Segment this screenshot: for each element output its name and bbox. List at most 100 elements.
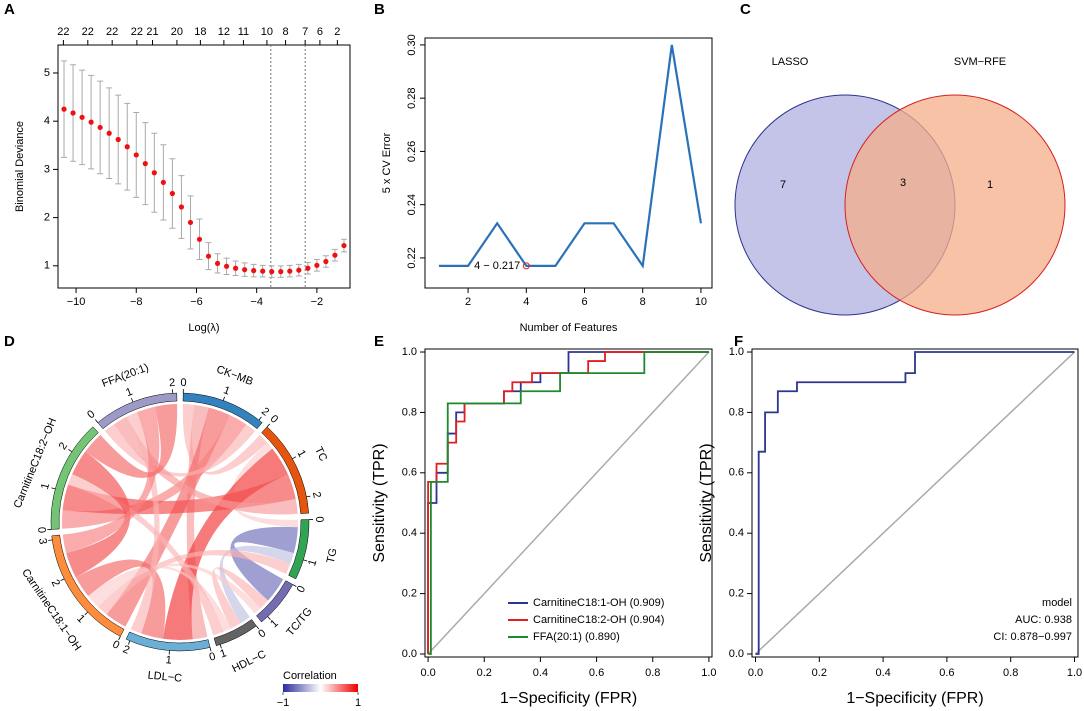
point xyxy=(70,110,76,116)
top-tick-label: 22 xyxy=(82,26,94,38)
roc-curve xyxy=(428,351,709,655)
sector-tick-label: 2 xyxy=(259,405,271,418)
sector-arc xyxy=(256,580,294,623)
annotation: CI: 0.878−0.997 xyxy=(993,631,1072,643)
point xyxy=(223,263,230,269)
sector-tick xyxy=(292,584,297,587)
sector-tick xyxy=(219,644,222,649)
x-tick-label: −4 xyxy=(250,296,263,308)
y-axis-label: Binomial Deviance xyxy=(14,121,26,212)
sector-tick xyxy=(94,419,99,423)
sector-tick xyxy=(306,495,311,498)
x-tick-label: 2 xyxy=(465,296,471,308)
sector-tick-label: 2 xyxy=(169,377,176,389)
sector-tick-label: 3 xyxy=(36,537,49,545)
top-tick-label: 10 xyxy=(261,26,273,38)
panel-label: E xyxy=(374,333,384,350)
point xyxy=(233,265,239,271)
point xyxy=(251,268,257,274)
x-tick-label: 0.4 xyxy=(875,667,890,679)
y-tick-label: 0.0 xyxy=(402,648,417,660)
plot-frame xyxy=(751,348,1079,658)
y-tick-label: 0.2 xyxy=(402,587,417,599)
sector-label: TC/TG xyxy=(284,606,314,639)
sector-tick xyxy=(131,398,134,403)
chord-link xyxy=(162,448,288,640)
point xyxy=(323,258,329,265)
sector-arc xyxy=(261,426,309,514)
legend-label: CarnitineC18:2-OH (0.904) xyxy=(533,614,664,626)
sector-arc xyxy=(97,392,178,430)
x-tick-label: 4 xyxy=(523,296,529,308)
point xyxy=(124,144,130,150)
sector-arc xyxy=(213,619,257,647)
chord-link xyxy=(230,526,298,601)
sector-tick-label: 1 xyxy=(39,482,52,491)
region-count: 1 xyxy=(987,179,993,191)
y-tick-label: 0.22 xyxy=(406,247,418,268)
sector-tick-label: 2 xyxy=(121,643,131,656)
diagonal xyxy=(427,351,710,655)
x-axis-label: 1−Specificity (FPR) xyxy=(846,690,983,707)
region-count: 7 xyxy=(780,179,786,191)
panel-label: A xyxy=(4,1,15,18)
sector-tick-label: 2 xyxy=(310,491,323,499)
chord-link xyxy=(85,404,178,478)
color-bar xyxy=(283,684,358,692)
point xyxy=(260,268,266,274)
point xyxy=(196,236,203,242)
point xyxy=(187,219,194,226)
y-tick-label: 0.4 xyxy=(729,527,744,539)
sector-tick-label: 1 xyxy=(306,558,319,567)
sector-label: TC xyxy=(312,445,329,463)
sector-arc xyxy=(125,631,211,652)
sector-tick xyxy=(256,625,260,630)
sector-label: TG xyxy=(325,547,340,565)
sector-tick-label: 2 xyxy=(57,440,70,452)
chord-link xyxy=(104,424,256,477)
x-tick-label: 10 xyxy=(695,296,707,308)
y-axis-label: Sensitivity (TPR) xyxy=(371,443,388,562)
point xyxy=(151,170,157,176)
sector-tick-label: 0 xyxy=(110,638,121,651)
y-tick-label: 0.24 xyxy=(406,194,418,215)
y-tick-label: 0.6 xyxy=(402,467,417,479)
set-label: LASSO xyxy=(772,56,809,68)
plot-frame xyxy=(57,44,351,289)
point xyxy=(287,268,293,274)
y-axis-label: 5 x CV Error xyxy=(381,132,393,193)
point xyxy=(133,152,139,158)
y-tick-label: 0.0 xyxy=(729,648,744,660)
highlight-point xyxy=(522,262,530,270)
point xyxy=(106,130,112,136)
x-axis-label: Log(λ) xyxy=(188,322,219,334)
region-count: 3 xyxy=(900,177,906,189)
y-tick-label: 2 xyxy=(44,212,50,224)
panel-label: F xyxy=(734,333,743,350)
x-tick-label: 0.8 xyxy=(645,667,660,679)
point xyxy=(97,124,103,131)
y-axis-label: Sensitivity (TPR) xyxy=(698,443,715,562)
sector-tick-label: 1 xyxy=(124,386,134,399)
top-tick-label: 20 xyxy=(171,26,183,38)
y-tick-label: 0.26 xyxy=(406,141,418,162)
sector-tick-label: 1 xyxy=(219,647,229,660)
point xyxy=(341,242,347,249)
point xyxy=(160,179,166,186)
chord-link xyxy=(62,406,160,554)
sector-tick xyxy=(60,578,65,581)
y-tick-label: 1.0 xyxy=(402,346,417,358)
x-tick-label: 8 xyxy=(640,296,646,308)
y-tick-label: 0.28 xyxy=(406,87,418,108)
plot-frame xyxy=(424,348,713,658)
x-tick-label: −10 xyxy=(67,296,86,308)
top-tick-label: 7 xyxy=(302,26,308,38)
chord-links xyxy=(62,404,298,640)
x-axis-label: 1−Specificity (FPR) xyxy=(500,690,637,707)
sector-arc xyxy=(288,519,310,580)
x-tick-label: 0.6 xyxy=(939,667,954,679)
x-tick-label: 0.6 xyxy=(589,667,604,679)
chord-link xyxy=(182,404,268,475)
sector-tick xyxy=(292,456,297,460)
